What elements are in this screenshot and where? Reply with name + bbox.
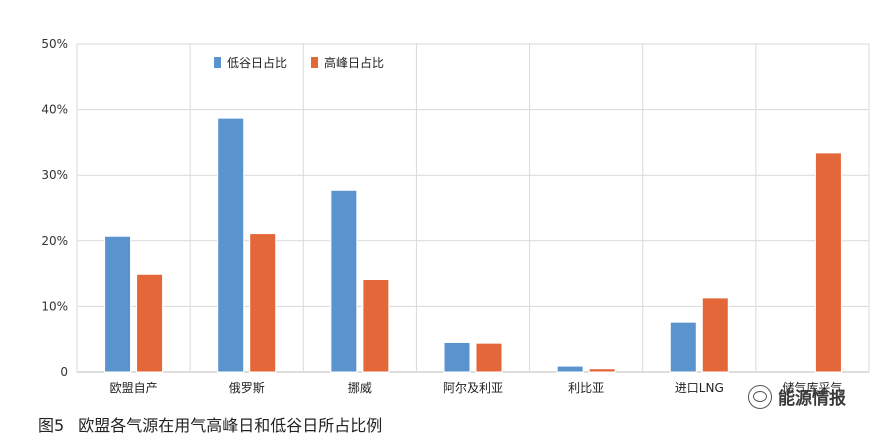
y-tick-label: 30% (41, 168, 68, 182)
legend-label: 高峰日占比 (324, 55, 384, 70)
legend-swatch (214, 57, 221, 68)
category-label: 进口LNG (675, 381, 724, 395)
bar-peak (588, 368, 616, 373)
y-tick-label: 40% (41, 103, 68, 117)
bar-peak (362, 279, 390, 373)
legend-swatch (311, 57, 318, 68)
bar-peak (701, 297, 729, 373)
legend-label: 低谷日占比 (227, 55, 287, 70)
bar-peak (475, 342, 503, 373)
y-tick-labels: 0 10% 20% 30% 40% 50% (41, 37, 68, 379)
wechat-icon (748, 384, 772, 409)
bar-peak (249, 233, 277, 373)
bar-peak (136, 273, 164, 373)
bar-valley (104, 235, 132, 373)
y-tick-label: 0 (60, 365, 68, 379)
bar-peak (814, 152, 842, 373)
bar-valley (443, 341, 471, 373)
bars (104, 117, 842, 373)
y-tick-label: 10% (41, 299, 68, 313)
y-tick-label: 50% (41, 37, 68, 51)
bar-valley (669, 321, 697, 373)
figure-title: 欧盟各气源在用气高峰日和低谷日所占比例 (78, 416, 383, 435)
category-label: 利比亚 (568, 381, 604, 395)
figure-caption: 图5 欧盟各气源在用气高峰日和低谷日所占比例 (38, 412, 396, 436)
category-labels: 欧盟自产 俄罗斯 挪威 阿尔及利亚 利比亚 进口LNG 储气库采气 (110, 380, 843, 395)
bar-valley (556, 365, 584, 373)
category-label: 欧盟自产 (110, 381, 158, 395)
y-tick-label: 20% (41, 234, 68, 248)
legend: 低谷日占比 高峰日占比 (214, 55, 384, 70)
bar-valley (330, 189, 358, 373)
category-label: 俄罗斯 (229, 381, 265, 395)
figure-label: 图5 (38, 416, 65, 435)
bar-chart: 0 10% 20% 30% 40% 50% 欧盟自产 俄罗斯 挪威 阿尔及利亚 利比亚 进口LNG 储… (41, 37, 870, 395)
category-label: 阿尔及利亚 (443, 380, 503, 395)
category-label: 储气库采气 (782, 380, 842, 395)
watermark-text: 能源情报 (778, 389, 846, 409)
category-label: 挪威 (348, 381, 372, 395)
watermark: 能源情报 (748, 384, 846, 409)
gridlines (76, 43, 870, 373)
bar-valley (217, 117, 245, 373)
